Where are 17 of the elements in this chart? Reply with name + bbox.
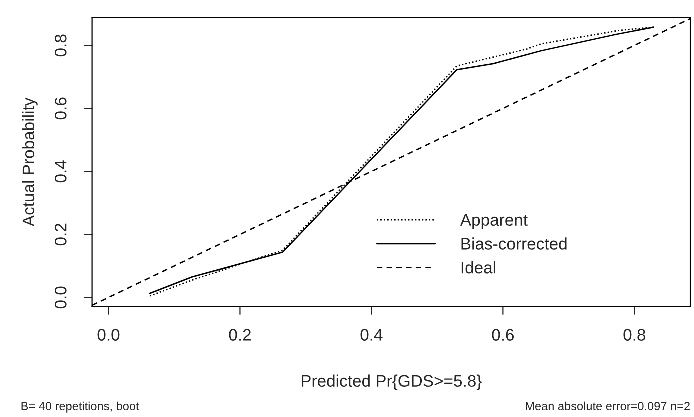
x-tick-label: 0.8: [624, 329, 646, 341]
legend-label: Ideal: [462, 262, 496, 274]
text: Mean absolute error=0.097 n=2: [526, 402, 690, 410]
x-tick-label: 0.6: [492, 329, 514, 341]
y-axis-title: Actual Probability: [22, 98, 38, 227]
y-tick-label: 0.4: [54, 160, 67, 183]
x-tick-label: 0.2: [229, 329, 251, 341]
y-tick-label: 0.0: [54, 286, 67, 309]
text: B= 40 repetitions, boot: [22, 402, 140, 413]
y-tick-label: 0.8: [54, 34, 67, 57]
x-tick-label: 0.4: [360, 329, 383, 341]
legend-label: Bias-corrected: [462, 238, 567, 250]
x-axis-title: Predicted Pr{GDS>=5.8}: [302, 374, 482, 390]
y-tick-label: 0.2: [54, 224, 67, 246]
y-tick-label: 0.6: [54, 98, 67, 120]
x-tick-label: 0.0: [98, 329, 120, 341]
legend-label: Apparent: [460, 214, 528, 230]
